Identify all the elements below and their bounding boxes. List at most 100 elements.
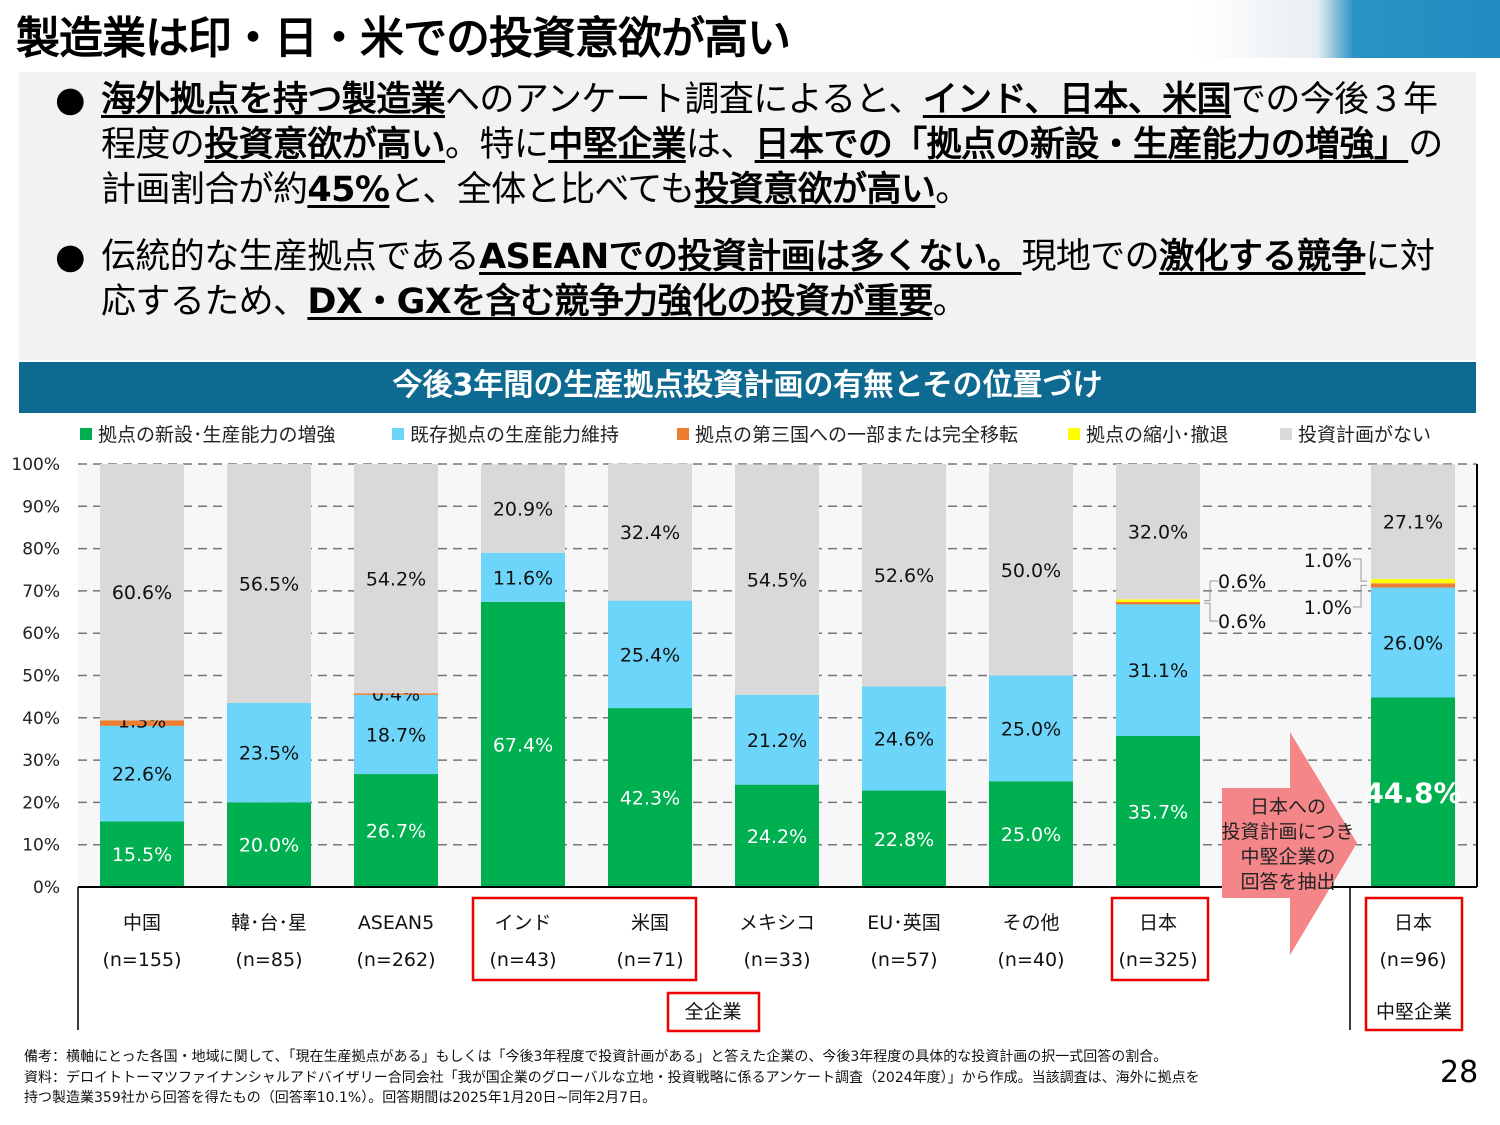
y-tick-label: 50% (22, 667, 60, 687)
category-n: (n=85) (236, 949, 303, 971)
y-tick-label: 0% (33, 878, 60, 898)
bar-segment (989, 675, 1073, 782)
bar-segment (862, 686, 946, 791)
bar-segment (608, 708, 692, 887)
bullet-2: ● 伝統的な生産拠点であるASEANでの投資計画は多くない。現地での激化する競争に… (55, 235, 1466, 325)
bullet-dot: ● (55, 237, 86, 277)
category-n: (n=71) (617, 949, 684, 971)
data-label: 23.5% (239, 743, 299, 765)
y-tick-label: 90% (22, 497, 60, 517)
bar-segment (481, 601, 565, 887)
data-label: 20.0% (239, 835, 299, 857)
bar-segment (354, 694, 438, 775)
highlight-box (1110, 896, 1210, 982)
body-text: 伝統的な生産拠点である (101, 237, 480, 277)
data-label: 0.6% (1218, 571, 1266, 593)
data-label: 32.0% (1128, 522, 1188, 544)
data-label: 22.6% (112, 764, 172, 786)
data-label: 52.6% (874, 565, 934, 587)
bar-segment (100, 720, 184, 726)
data-label: 50.0% (1001, 560, 1061, 582)
data-label: 24.6% (874, 729, 934, 751)
category-n: (n=57) (871, 949, 938, 971)
bar-segment (227, 802, 311, 887)
data-label: 24.2% (747, 826, 807, 848)
category-label: 米国 (631, 912, 669, 934)
emphasis-text: 激化する競争 (1159, 237, 1366, 277)
body-text: 。 (932, 282, 968, 322)
bar-segment (100, 821, 184, 887)
category-label: ASEAN5 (358, 912, 434, 934)
data-label: 67.4% (493, 734, 553, 756)
bullet-1: ● 海外拠点を持つ製造業へのアンケート調査によると、インド、日本、米国での今後３年… (55, 78, 1466, 213)
body-text: の計画割合が約 (101, 125, 1443, 210)
bar-segment (100, 725, 184, 822)
data-label: 25.0% (1001, 824, 1061, 846)
arrow-text: 回答を抽出 (1240, 871, 1335, 893)
arrow-text: 日本への (1250, 796, 1326, 818)
bar-segment (862, 464, 946, 687)
data-label: 15.5% (112, 844, 172, 866)
bullet-dot: ● (55, 80, 86, 120)
data-label: 26.0% (1383, 633, 1443, 655)
bar-segment (1116, 599, 1200, 602)
legend-swatch (392, 428, 404, 440)
y-tick-label: 100% (11, 455, 60, 475)
note-line: 資料：デロイトトーマツファイナンシャルアドバイザリー合同会社「我が国企業のグロー… (24, 1069, 1200, 1086)
header-decoration (1195, 0, 1500, 58)
emphasis-text: 45% (307, 170, 390, 210)
bar-segment (989, 781, 1073, 887)
bar-segment (989, 464, 1073, 676)
chart-title: 今後3年間の生産拠点投資計画の有無とその位置づけ (19, 362, 1476, 413)
data-label: 56.5% (239, 573, 299, 595)
category-n: (n=40) (998, 949, 1065, 971)
category-n: (n=33) (744, 949, 811, 971)
data-label: 60.6% (112, 582, 172, 604)
bar-segment (1116, 735, 1200, 887)
category-n: (n=155) (102, 949, 181, 971)
bar-segment (1371, 697, 1455, 887)
emphasis-text: 中堅企業 (548, 125, 686, 165)
category-n: (n=325) (1118, 949, 1197, 971)
emphasis-text: 投資意欲が高い (694, 170, 936, 210)
category-n: (n=96) (1380, 949, 1447, 971)
legend-swatch (1280, 428, 1292, 440)
y-tick-label: 10% (22, 836, 60, 856)
data-label: 18.7% (366, 725, 426, 747)
y-tick-label: 40% (22, 709, 60, 729)
bar-segment (1116, 604, 1200, 736)
bar-segment (227, 702, 311, 803)
bar-segment (735, 784, 819, 887)
y-tick-label: 80% (22, 540, 60, 560)
category-n: (n=43) (490, 949, 557, 971)
category-label: インド (494, 912, 551, 934)
y-tick-label: 60% (22, 624, 60, 644)
data-label: 42.3% (620, 788, 680, 810)
stacked-bar-chart: 拠点の新設･生産能力の増強 既存拠点の生産能力維持 拠点の第三国への一部または完全移… (11, 424, 1478, 1033)
category-label: 日本 (1139, 912, 1177, 934)
category-label: 韓･台･星 (231, 912, 307, 934)
body-text: は、 (685, 125, 755, 165)
emphasis-text: ASEANでの投資計画は多くない。 (479, 237, 1022, 277)
legend-label: 投資計画がない (1298, 424, 1431, 446)
top-section: ● 海外拠点を持つ製造業へのアンケート調査によると、インド、日本、米国での今後３年… (19, 72, 1476, 413)
bar-segment (354, 774, 438, 887)
legend-swatch (677, 428, 689, 440)
body-text: 。 (935, 170, 970, 210)
data-label: 54.2% (366, 569, 426, 591)
arrow-shape (1222, 732, 1357, 955)
arrow-text: 中堅企業の (1240, 846, 1335, 868)
bar-segment (608, 463, 692, 601)
callout-line (1204, 602, 1218, 622)
data-label: 31.1% (1128, 660, 1188, 682)
legend-label: 拠点の縮小･撤退 (1086, 424, 1229, 446)
data-label: 25.0% (1001, 718, 1061, 740)
data-label: 20.9% (493, 499, 553, 521)
bar-segment (1371, 587, 1455, 698)
emphasis-text: DX・GXを含む競争力強化の投資が重要 (307, 282, 933, 322)
legend-swatch (80, 428, 92, 440)
legend-swatch (1068, 428, 1080, 440)
body-text: へのアンケート調査によると、 (445, 80, 923, 120)
body-text: 現地での (1021, 237, 1160, 277)
callout-line (1353, 558, 1367, 582)
